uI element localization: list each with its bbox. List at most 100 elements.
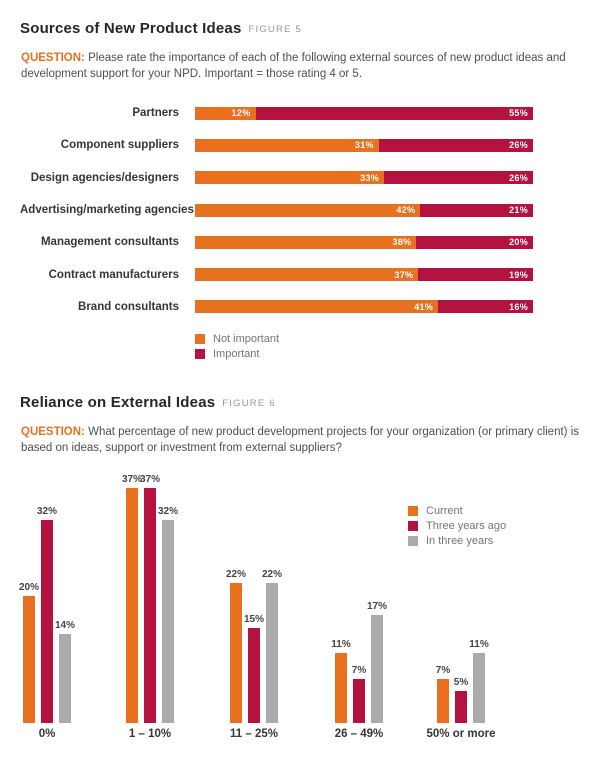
figure5-question-label: QUESTION: [21,51,85,64]
bar-value-label: 32% [158,506,179,517]
category-label: Brand consultants [78,300,179,313]
bar-segment-important: 21% [420,203,533,217]
figure6-heading: Reliance on External Ideas FIGURE 6 [20,394,276,411]
stacked-bar: 33% 26% [195,171,533,185]
legend-label: Current [426,504,463,517]
bar-with-label: 15% [244,614,264,723]
bar-value-label: 5% [453,677,469,688]
category-label: Partners [132,107,179,120]
bar-value-label: 37% [394,269,414,280]
legend-swatch-icon [195,348,205,359]
category-label: Design agencies/designers [30,171,179,184]
bar-value-label: 55% [509,108,528,119]
bar-segment-important: 26% [384,171,533,185]
legend-label: Not important [213,332,280,345]
figure6-legend: Current Three years ago In three years [408,503,506,548]
category-label: 26 – 49% [334,728,384,740]
bar-value-label: 20% [509,237,528,248]
bar-segment-not-important: 41% [195,300,439,314]
bar [41,520,53,723]
legend-label: Important [213,347,260,360]
figure6-figure-label: FIGURE 6 [222,398,276,410]
figure6-question-text: What percentage of new product developme… [21,425,579,455]
bar-row: Contract manufacturers 37% 19% [20,258,584,290]
category-label: Contract manufacturers [48,268,179,281]
category-label: 11 – 25% [230,728,278,740]
bar-row: Advertising/marketing agencies 42% 21% [20,194,584,226]
bar-value-label: 12% [231,108,251,119]
category-label: Advertising/marketing agencies [20,204,194,217]
bar-value-label: 22% [226,569,247,580]
bar-with-label: 7% [435,665,451,723]
stacked-bar: 31% 26% [195,138,533,152]
legend-item: In three years [408,533,506,548]
bar [59,634,71,723]
bar [266,583,278,723]
bar-value-label: 22% [262,569,283,580]
legend-swatch-icon [408,505,418,516]
bar-group: 7% 5% 11% [435,639,489,723]
figure6-question: QUESTION: What percentage of new product… [21,424,582,457]
bar-value-label: 41% [414,301,434,312]
bar-row: Design agencies/designers 33% 26% [20,162,584,194]
bar-row: Management consultants 38% 20% [20,226,584,258]
bar [23,596,35,723]
bar-segment-not-important: 33% [195,171,385,185]
bar-segment-not-important: 42% [195,203,421,217]
bar [455,691,467,723]
bar-with-label: 11% [331,639,351,723]
bar-row: Partners 12% 55% [20,97,584,129]
bar-segment-important: 16% [438,300,533,314]
category-label: 50% or more [426,728,496,740]
bar-with-label: 20% [19,582,39,723]
stacked-bar: 38% 20% [195,235,533,249]
bar-with-label: 17% [367,601,387,723]
bar [162,520,174,723]
legend-item: Important [195,346,279,361]
legend-swatch-icon [408,520,418,531]
bar [144,488,156,723]
bar-with-label: 37% [122,474,142,723]
bar-value-label: 21% [509,205,528,216]
bar-value-label: 11% [331,639,351,650]
bar-with-label: 32% [158,506,178,723]
bar-value-label: 20% [19,582,40,593]
bar-value-label: 32% [37,506,58,517]
figure5-chart: Partners 12% 55% Component suppliers 31% 26% D… [20,97,584,323]
legend-label: Three years ago [426,519,507,532]
bar-segment-important: 26% [378,138,533,152]
figure5-question: QUESTION: Please rate the importance of … [21,50,582,83]
legend-item: Current [408,503,506,518]
bar-group: 20% 32% 14% [19,506,75,723]
figure5-legend: Not important Important [195,331,279,361]
category-label: Component suppliers [60,139,179,152]
figure6-title: Reliance on External Ideas [20,394,216,412]
bar-value-label: 7% [435,665,451,676]
bar-with-label: 22% [226,569,246,723]
bar-with-label: 37% [140,474,160,723]
bar [335,653,347,723]
bar-value-label: 42% [396,205,416,216]
category-label: 1 – 10% [128,728,172,740]
bar-with-label: 32% [37,506,57,723]
bar [230,583,242,723]
bar [126,488,138,723]
bar-value-label: 15% [244,614,265,625]
figure6-question-label: QUESTION: [21,425,85,438]
bar-value-label: 7% [351,665,367,676]
bar-value-label: 38% [392,237,412,248]
bar-group: 22% 15% 22% [226,569,282,723]
bar-value-label: 33% [360,172,380,183]
bar-value-label: 31% [354,140,374,151]
stacked-bar: 42% 21% [195,203,533,217]
bar-value-label: 26% [509,140,528,151]
bar-value-label: 16% [509,301,528,312]
figure5-title: Sources of New Product Ideas [20,20,242,38]
figure5-question-text: Please rate the importance of each of th… [21,51,566,81]
bar-group: 37% 37% 32% [122,474,178,723]
bar-value-label: 37% [122,474,143,485]
bar-segment-important: 19% [418,268,533,282]
bar-value-label: 17% [367,601,388,612]
category-label: 0% [38,728,56,740]
